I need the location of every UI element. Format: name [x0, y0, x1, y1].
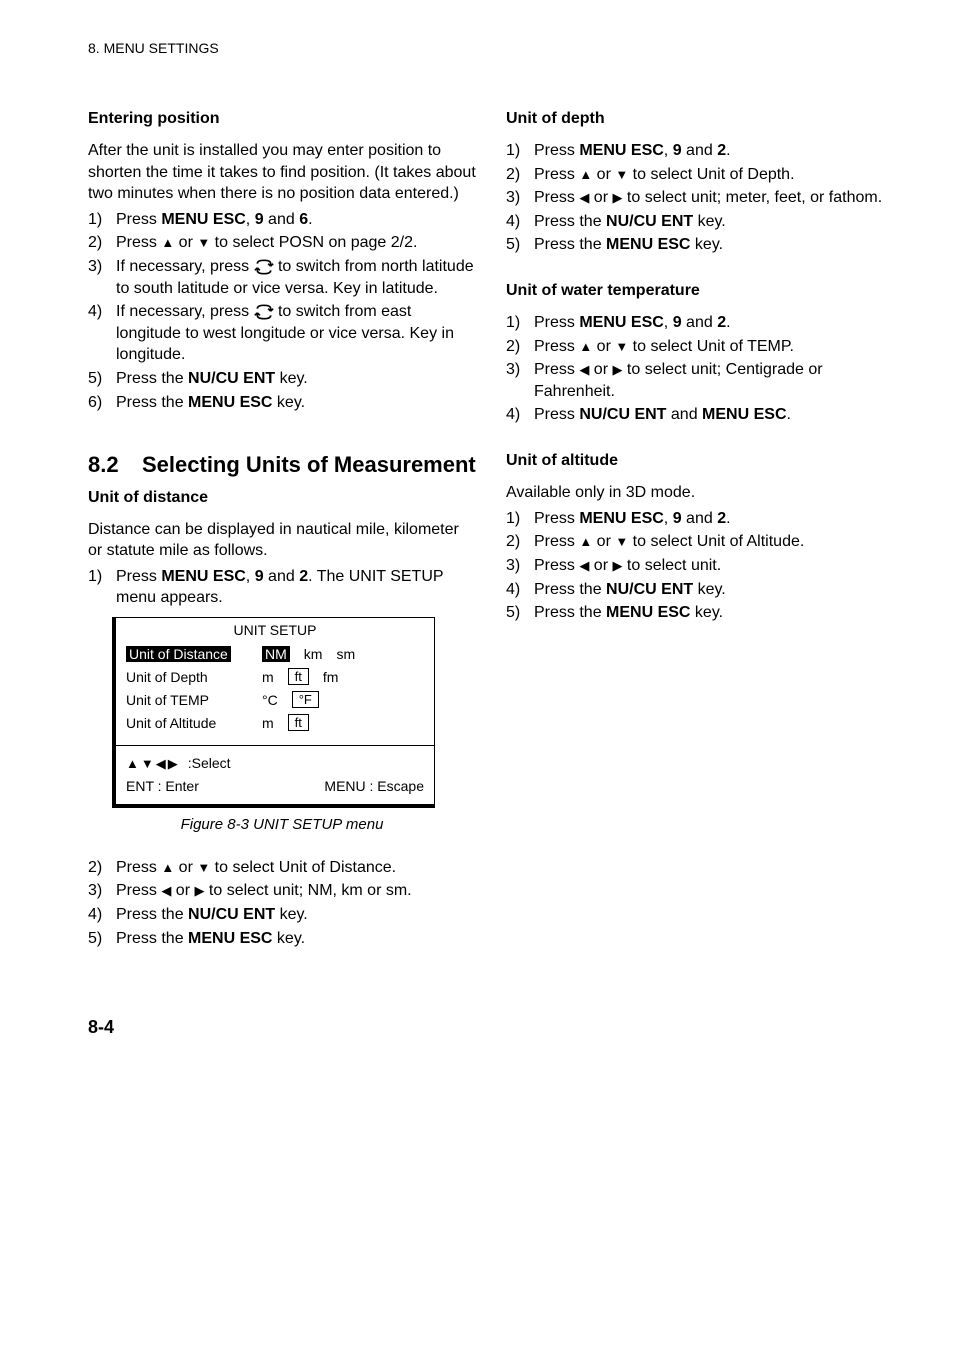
menu-row: Unit of DistanceNMkmsm	[126, 646, 424, 662]
left-arrow-icon	[579, 187, 589, 209]
menu-row: Unit of Altitudemft	[126, 714, 424, 731]
up-arrow-icon	[161, 857, 174, 879]
down-arrow-icon	[197, 857, 210, 879]
up-arrow-icon	[579, 531, 592, 553]
right-arrow-icon	[612, 555, 622, 577]
heading-unit-depth: Unit of depth	[506, 110, 894, 128]
step-item: 4)Press NU/CU ENT and MENU ESC.	[506, 404, 894, 426]
section-number: 8.2	[88, 451, 142, 479]
heading-unit-temp: Unit of water temperature	[506, 282, 894, 300]
menu-title: UNIT SETUP	[116, 618, 434, 640]
intro-entering-position: After the unit is installed you may ente…	[88, 140, 476, 205]
down-arrow-icon	[615, 531, 628, 553]
step-item: 1)Press MENU ESC, 9 and 6.	[88, 209, 476, 231]
steps-unit-depth: 1)Press MENU ESC, 9 and 2.2)Press or to …	[506, 140, 894, 256]
step-item: 1)Press MENU ESC, 9 and 2.	[506, 312, 894, 334]
step-item: 5)Press the MENU ESC key.	[506, 602, 894, 624]
section-text: Selecting Units of Measurement	[142, 451, 476, 479]
up-arrow-icon	[579, 164, 592, 186]
page-number: 8-4	[88, 1017, 894, 1038]
down-arrow-icon	[615, 336, 628, 358]
step-item: 1)Press MENU ESC, 9 and 2. The UNIT SETU…	[88, 566, 476, 609]
step-item: 2)Press or to select Unit of TEMP.	[506, 336, 894, 358]
section-8-2-title: 8.2 Selecting Units of Measurement	[88, 451, 476, 479]
left-arrow-icon	[579, 359, 589, 381]
step-item: 2)Press or to select Unit of Distance.	[88, 857, 476, 879]
step-item: 5)Press the NU/CU ENT key.	[88, 368, 476, 390]
steps-unit-alt: 1)Press MENU ESC, 9 and 2.2)Press or to …	[506, 508, 894, 624]
menu-row: Unit of TEMP°C°F	[126, 691, 424, 708]
figure-caption: Figure 8-3 UNIT SETUP menu	[88, 816, 476, 833]
esc-label: MENU : Escape	[324, 778, 424, 794]
arrows-icon	[126, 754, 180, 772]
steps-unit-distance-2: 2)Press or to select Unit of Distance.3)…	[88, 857, 476, 949]
step-item: 4)If necessary, press to switch from eas…	[88, 301, 476, 366]
page-header: 8. MENU SETTINGS	[88, 40, 894, 56]
step-item: 6)Press the MENU ESC key.	[88, 392, 476, 414]
step-item: 3)Press or to select unit.	[506, 555, 894, 577]
steps-unit-distance-1: 1)Press MENU ESC, 9 and 2. The UNIT SETU…	[88, 566, 476, 609]
menu-row: Unit of Depthmftfm	[126, 668, 424, 685]
intro-unit-alt: Available only in 3D mode.	[506, 482, 894, 504]
step-item: 3)If necessary, press to switch from nor…	[88, 256, 476, 299]
down-arrow-icon	[197, 232, 210, 254]
step-item: 2)Press or to select Unit of Altitude.	[506, 531, 894, 553]
step-item: 5)Press the MENU ESC key.	[88, 928, 476, 950]
step-item: 2)Press or to select POSN on page 2/2.	[88, 232, 476, 254]
unit-setup-menu: UNIT SETUP Unit of DistanceNMkmsm Unit of…	[112, 617, 435, 808]
step-item: 4)Press the NU/CU ENT key.	[506, 211, 894, 233]
right-arrow-icon	[194, 880, 204, 902]
right-arrow-icon	[612, 359, 622, 381]
select-label: :Select	[188, 755, 231, 771]
step-item: 2)Press or to select Unit of Depth.	[506, 164, 894, 186]
steps-unit-temp: 1)Press MENU ESC, 9 and 2.2)Press or to …	[506, 312, 894, 426]
up-arrow-icon	[161, 232, 174, 254]
up-arrow-icon	[579, 336, 592, 358]
right-arrow-icon	[612, 187, 622, 209]
right-column: Unit of depth 1)Press MENU ESC, 9 and 2.…	[506, 110, 894, 953]
steps-entering-position: 1)Press MENU ESC, 9 and 6.2)Press or to …	[88, 209, 476, 413]
down-arrow-icon	[615, 164, 628, 186]
step-item: 1)Press MENU ESC, 9 and 2.	[506, 140, 894, 162]
step-item: 4)Press the NU/CU ENT key.	[88, 904, 476, 926]
heading-entering-position: Entering position	[88, 110, 476, 128]
step-item: 3)Press or to select unit; Centigrade or…	[506, 359, 894, 402]
step-item: 3)Press or to select unit; NM, km or sm.	[88, 880, 476, 902]
step-item: 3)Press or to select unit; meter, feet, …	[506, 187, 894, 209]
step-item: 4)Press the NU/CU ENT key.	[506, 579, 894, 601]
left-arrow-icon	[579, 555, 589, 577]
left-column: Entering position After the unit is inst…	[88, 110, 476, 953]
ent-label: ENT : Enter	[126, 778, 199, 794]
swap-icon	[254, 303, 274, 320]
intro-unit-distance: Distance can be displayed in nautical mi…	[88, 519, 476, 562]
left-arrow-icon	[161, 880, 171, 902]
step-item: 1)Press MENU ESC, 9 and 2.	[506, 508, 894, 530]
step-item: 5)Press the MENU ESC key.	[506, 234, 894, 256]
heading-unit-alt: Unit of altitude	[506, 452, 894, 470]
swap-icon	[254, 258, 274, 275]
heading-unit-distance: Unit of distance	[88, 489, 476, 507]
